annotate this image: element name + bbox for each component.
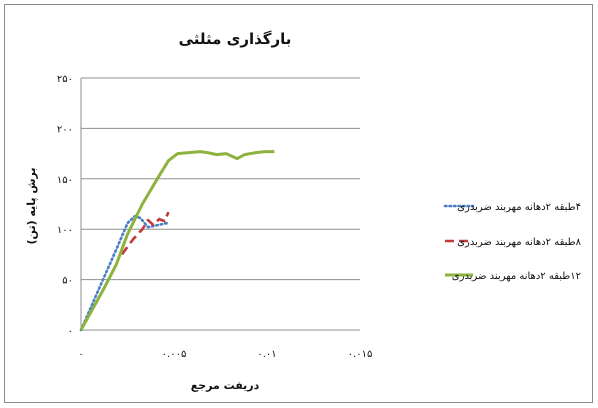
y-tick-label: ۲۵۰ bbox=[57, 74, 73, 85]
x-tick-label: ۰ bbox=[78, 349, 83, 360]
x-tick-labels: ۰ ۰.۰۰۵ ۰.۰۱ ۰.۰۱۵ bbox=[78, 349, 372, 360]
y-tick-label: ۰ bbox=[68, 326, 73, 337]
axes bbox=[80, 78, 360, 331]
x-axis-title: دریفت مرجع bbox=[191, 379, 260, 392]
x-tick-label: ۰.۰۰۵ bbox=[162, 349, 187, 360]
series-line bbox=[79, 150, 275, 331]
gridlines bbox=[81, 77, 360, 281]
legend-label: ۸طبقه ۲دهانه مهربند ضربدری bbox=[457, 237, 581, 248]
x-tick-label: ۰.۰۱۵ bbox=[348, 349, 373, 360]
x-tick-label: ۰.۰۱ bbox=[257, 349, 276, 360]
y-tick-label: ۱۰۰ bbox=[57, 225, 73, 236]
y-tick-label: ۵۰ bbox=[62, 276, 73, 287]
legend-label: ۴طبقه ۲دهانه مهربند ضربدری bbox=[457, 202, 581, 213]
chart-title: بارگذاری مثلثی bbox=[179, 30, 292, 48]
legend-label: ۱۲طبقه ۲دهانه مهربند ضربدری bbox=[452, 271, 581, 282]
chart-frame: بارگذاری مثلثی ۰ ۰.۰۰۵ ۰.۰۱ ۰.۰۱۵ ۰ ۵۰ ۱۰۰ ۱۵۰… bbox=[4, 4, 593, 403]
legend: ۴طبقه ۲دهانه مهربند ضربدری ۸طبقه ۲دهانه م… bbox=[443, 202, 582, 282]
y-tick-labels: ۰ ۵۰ ۱۰۰ ۱۵۰ ۲۰۰ ۲۵۰ bbox=[57, 74, 73, 337]
chart-canvas: بارگذاری مثلثی ۰ ۰.۰۰۵ ۰.۰۱ ۰.۰۱۵ ۰ ۵۰ ۱۰۰ ۱۵۰… bbox=[25, 30, 582, 392]
series-line bbox=[120, 211, 170, 256]
series-line bbox=[79, 214, 168, 332]
data-series bbox=[79, 150, 275, 332]
y-axis-title: برش پایه (تن) bbox=[25, 168, 38, 245]
y-tick-label: ۱۵۰ bbox=[57, 175, 73, 186]
y-tick-label: ۲۰۰ bbox=[57, 124, 73, 135]
